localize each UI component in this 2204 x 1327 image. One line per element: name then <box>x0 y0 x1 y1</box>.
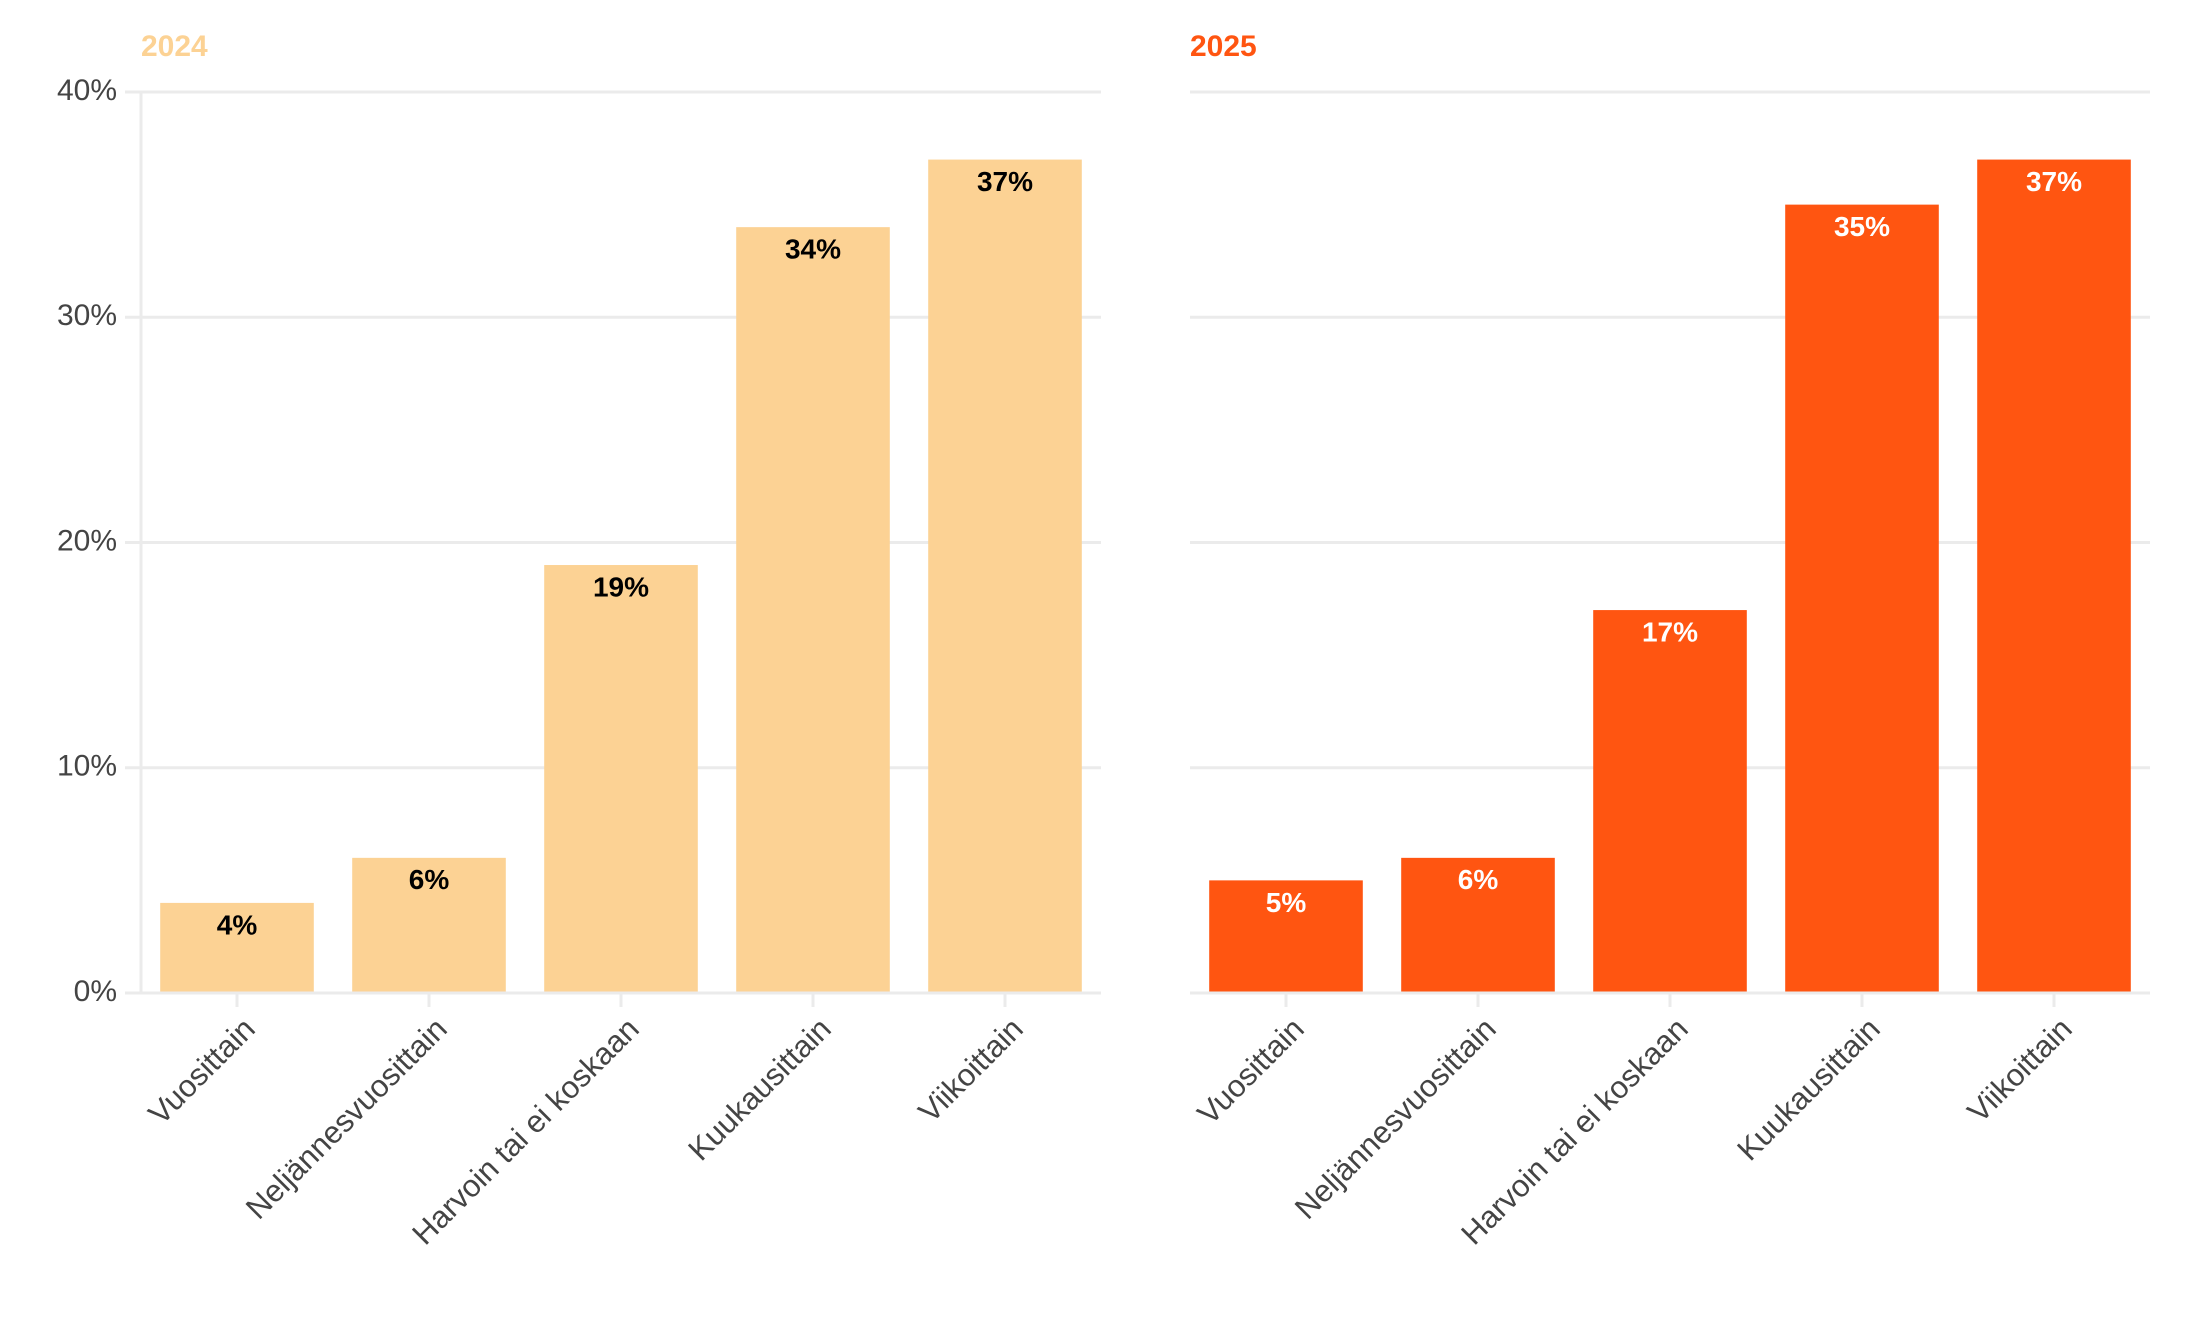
bar-neljännesvuosittain <box>1401 857 1555 993</box>
data-label: 6% <box>1458 864 1499 895</box>
y-tick-label: 10% <box>57 750 117 783</box>
chart-title-2025: 2025 <box>1190 30 1257 63</box>
x-tick-label: Viikoittain <box>1961 1011 2079 1129</box>
bar-harvoin-tai-ei-koskaan <box>544 565 698 993</box>
y-tick-label: 20% <box>57 524 117 557</box>
data-label: 37% <box>977 166 1033 197</box>
x-tick-label: Neljännesvuosittain <box>1288 1011 1503 1226</box>
y-tick-label: 0% <box>74 975 117 1008</box>
y-tick-label: 30% <box>57 299 117 332</box>
bar-kuukausittain <box>1785 204 1939 993</box>
data-label: 35% <box>1834 211 1890 242</box>
bar-kuukausittain <box>736 227 890 993</box>
x-tick-label: Neljännesvuosittain <box>239 1011 454 1226</box>
bar-viikoittain <box>1977 159 2131 993</box>
data-label: 6% <box>409 864 450 895</box>
data-label: 5% <box>1266 887 1307 918</box>
data-label: 37% <box>2026 166 2082 197</box>
x-tick-label: Vuosittain <box>1191 1011 1311 1131</box>
x-tick-label: Kuukausittain <box>681 1011 837 1167</box>
x-tick-label: Viikoittain <box>912 1011 1030 1129</box>
x-tick-label: Kuukausittain <box>1730 1011 1886 1167</box>
data-label: 4% <box>217 909 258 940</box>
x-tick-label: Vuosittain <box>142 1011 262 1131</box>
chart-title-2024: 2024 <box>141 30 208 63</box>
bar-neljännesvuosittain <box>352 857 506 993</box>
bar-harvoin-tai-ei-koskaan <box>1593 610 1747 993</box>
bar-vuosittain <box>160 902 314 993</box>
data-label: 17% <box>1642 616 1698 647</box>
bar-vuosittain <box>1209 880 1363 993</box>
data-label: 19% <box>593 571 649 602</box>
data-label: 34% <box>785 234 841 265</box>
bar-viikoittain <box>928 159 1082 993</box>
y-tick-label: 40% <box>57 74 117 107</box>
